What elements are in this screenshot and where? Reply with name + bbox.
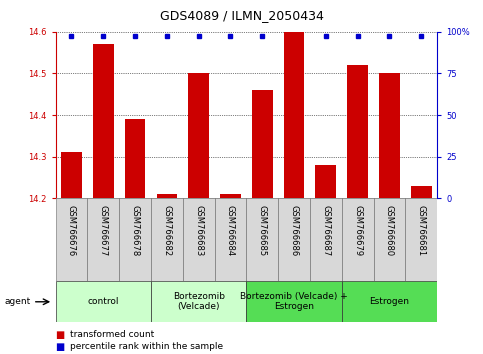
Bar [278, 198, 310, 281]
Bar [151, 198, 183, 281]
Text: GSM766683: GSM766683 [194, 205, 203, 256]
Text: GSM766681: GSM766681 [417, 205, 426, 256]
Text: Bortezomib
(Velcade): Bortezomib (Velcade) [172, 292, 225, 312]
Text: ■: ■ [56, 342, 65, 352]
Bar [151, 281, 246, 322]
Text: GSM766682: GSM766682 [162, 205, 171, 256]
Bar [246, 198, 278, 281]
Bar [183, 198, 214, 281]
Bar [373, 198, 405, 281]
Text: ■: ■ [56, 330, 65, 339]
Bar [405, 198, 437, 281]
Text: transformed count: transformed count [70, 330, 154, 339]
Bar [411, 186, 431, 198]
Text: GSM766684: GSM766684 [226, 205, 235, 256]
Text: GDS4089 / ILMN_2050434: GDS4089 / ILMN_2050434 [159, 9, 324, 22]
Text: GSM766687: GSM766687 [321, 205, 330, 256]
Bar [379, 73, 400, 198]
Bar [87, 198, 119, 281]
Bar [220, 194, 241, 198]
Bar [125, 119, 145, 198]
Bar [93, 44, 114, 198]
Bar [156, 194, 177, 198]
Bar [342, 281, 437, 322]
Text: GSM766679: GSM766679 [353, 205, 362, 256]
Bar [246, 281, 342, 322]
Text: GSM766685: GSM766685 [258, 205, 267, 256]
Bar [56, 198, 87, 281]
Text: Bortezomib (Velcade) +
Estrogen: Bortezomib (Velcade) + Estrogen [240, 292, 348, 312]
Bar [315, 165, 336, 198]
Text: GSM766676: GSM766676 [67, 205, 76, 256]
Bar [252, 90, 272, 198]
Text: percentile rank within the sample: percentile rank within the sample [70, 342, 223, 352]
Bar [342, 198, 373, 281]
Text: GSM766677: GSM766677 [99, 205, 108, 256]
Text: Estrogen: Estrogen [369, 297, 410, 306]
Text: GSM766686: GSM766686 [289, 205, 298, 256]
Bar [347, 65, 368, 198]
Text: control: control [87, 297, 119, 306]
Text: GSM766678: GSM766678 [130, 205, 140, 256]
Bar [284, 32, 304, 198]
Bar [119, 198, 151, 281]
Bar [56, 281, 151, 322]
Text: agent: agent [5, 297, 31, 306]
Text: GSM766680: GSM766680 [385, 205, 394, 256]
Bar [310, 198, 342, 281]
Bar [214, 198, 246, 281]
Bar [61, 153, 82, 198]
Bar [188, 73, 209, 198]
